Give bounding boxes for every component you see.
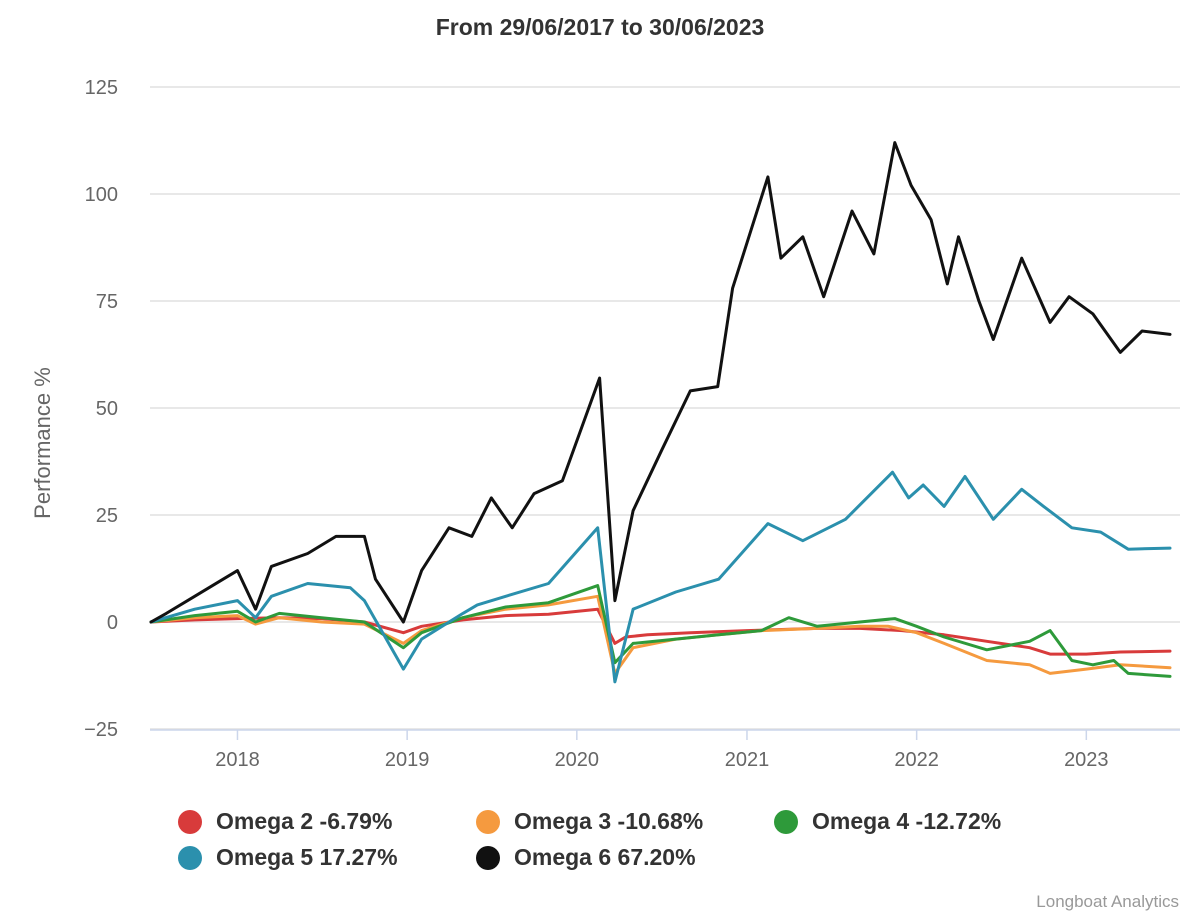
- y-tick-label: 25: [96, 505, 118, 527]
- legend-swatch: [476, 845, 500, 870]
- legend-series-name: Omega 4: [812, 808, 910, 834]
- legend-series-name: Omega 2: [216, 808, 314, 834]
- x-tick-label: 2022: [894, 749, 939, 771]
- series-line-omega-6: [149, 141, 1172, 624]
- legend-series-name: Omega 5: [216, 844, 314, 870]
- legend-series-name: Omega 6: [514, 844, 612, 870]
- legend-series-value: -6.79%: [319, 808, 393, 834]
- chart-title: From 29/06/2017 to 30/06/2023: [435, 14, 765, 40]
- x-tick-label: 2019: [385, 749, 430, 771]
- x-tick-label: 2021: [725, 749, 770, 771]
- y-axis-title: Performance %: [30, 367, 55, 519]
- legend-series-value: -12.72%: [915, 808, 1002, 834]
- legend-swatch: [476, 809, 500, 834]
- legend-swatch: [774, 809, 798, 834]
- legend-series-value: 67.20%: [617, 844, 696, 870]
- series-line-omega-5: [149, 470, 1172, 684]
- legend-item-omega-4[interactable]: Omega 4 -12.72%: [774, 808, 1001, 835]
- x-tick-label: 2023: [1064, 749, 1109, 771]
- y-tick-label: 0: [107, 612, 118, 634]
- y-tick-label: 75: [96, 291, 118, 313]
- legend-swatch: [178, 845, 202, 870]
- y-tick-label: 125: [85, 77, 118, 99]
- y-tick-label: 50: [96, 398, 118, 420]
- series-line-omega-4: [149, 584, 1172, 678]
- legend-item-omega-3[interactable]: Omega 3 -10.68%: [476, 808, 703, 835]
- legend-series-name: Omega 3: [514, 808, 612, 834]
- legend-swatch: [178, 809, 202, 834]
- legend-item-omega-6[interactable]: Omega 6 67.20%: [476, 844, 696, 871]
- y-tick-label: 100: [85, 184, 118, 206]
- legend-item-omega-2[interactable]: Omega 2 -6.79%: [178, 808, 392, 835]
- legend-series-value: 17.27%: [319, 844, 398, 870]
- legend-series-value: -10.68%: [617, 808, 704, 834]
- x-tick-label: 2018: [215, 749, 260, 771]
- series-line-omega-3: [149, 594, 1172, 675]
- legend-item-omega-5[interactable]: Omega 5 17.27%: [178, 844, 398, 871]
- y-tick-label: −25: [84, 719, 118, 741]
- credit-label[interactable]: Longboat Analytics: [1036, 892, 1179, 911]
- x-tick-label: 2020: [555, 749, 600, 771]
